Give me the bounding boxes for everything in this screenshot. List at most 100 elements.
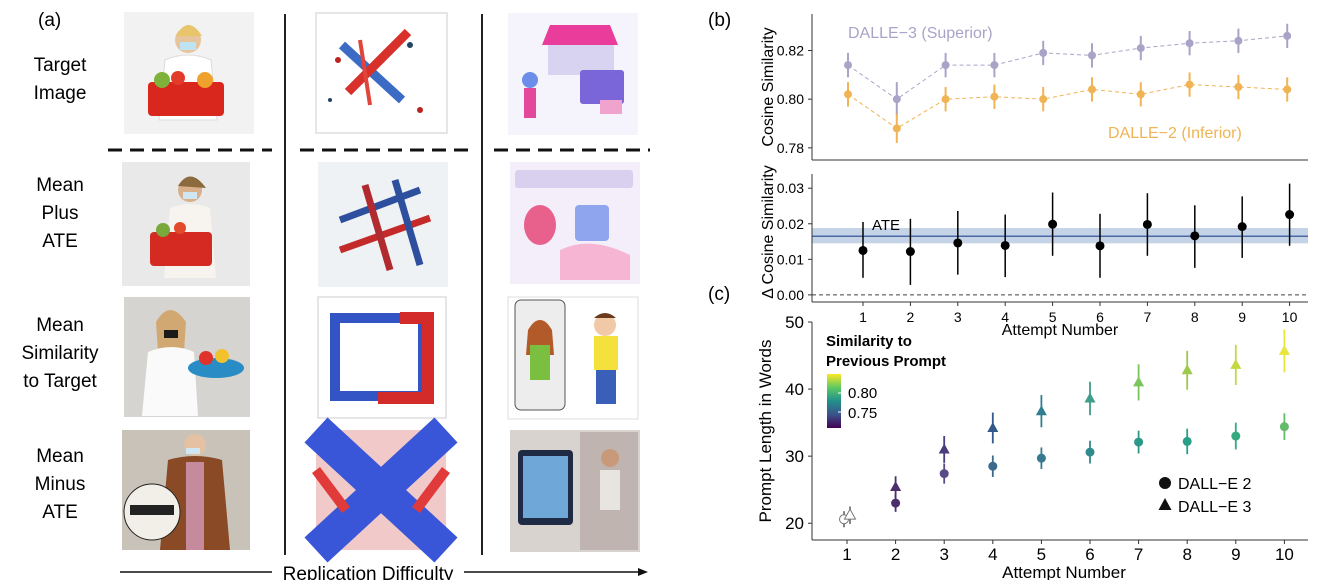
data-point: [1234, 36, 1243, 45]
y-tick-label: 20: [785, 514, 804, 533]
x-tick-label: 8: [1182, 545, 1191, 564]
row-label-line: Minus: [35, 474, 86, 495]
legend-label: DALL−E 2: [1178, 476, 1251, 493]
data-point: [1039, 95, 1048, 104]
data-point: [1035, 405, 1047, 416]
x-tick-label: 6: [1085, 545, 1094, 564]
y-axis-label: Cosine Similarity: [760, 27, 777, 146]
colorbar-tick-label: 0.80: [848, 385, 877, 402]
x-tick-label: 1: [842, 545, 851, 564]
image-target-paint-cross: [315, 12, 448, 134]
data-point: [988, 461, 998, 471]
data-point: [1283, 31, 1292, 40]
data-point: [1185, 39, 1194, 48]
image-plus-woman-basket: [122, 162, 250, 286]
row-label-line: Similarity: [21, 343, 99, 364]
x-tick-label: 5: [1037, 545, 1046, 564]
x-tick-label: 8: [1191, 309, 1199, 325]
x-axis-label: Attempt Number: [1002, 563, 1126, 580]
row-label-line: ATE: [42, 502, 78, 523]
data-point: [1185, 80, 1194, 89]
data-point: [1000, 240, 1010, 250]
image-similar-paint-frame: [317, 296, 447, 419]
x-tick-label: 1: [859, 309, 867, 325]
data-point: [941, 61, 950, 70]
data-point: [1134, 437, 1144, 447]
x-tick-label: 2: [907, 309, 915, 325]
data-point: [1285, 210, 1295, 220]
data-point: [890, 481, 902, 492]
row-label-line: Plus: [42, 203, 79, 224]
x-tick-label: 5: [1049, 309, 1057, 325]
x-tick-label: 10: [1282, 309, 1298, 325]
x-axis-label: Attempt Number: [1002, 322, 1119, 339]
data-point: [990, 61, 999, 70]
y-axis-label: Δ Cosine Similarity: [760, 165, 777, 298]
y-tick-label: 0.01: [777, 251, 804, 267]
data-point: [1136, 90, 1145, 99]
data-point: [1088, 85, 1096, 94]
data-point: [1278, 344, 1290, 355]
y-tick-label: 40: [785, 380, 804, 399]
data-point: [1182, 436, 1192, 446]
x-tick-label: 7: [1134, 545, 1143, 564]
data-point: [939, 469, 949, 479]
colorbar-title: Previous Prompt: [826, 353, 946, 370]
image-target-woman-basket: [124, 12, 254, 134]
series-label-dalle3: DALLE−3 (Superior): [848, 25, 993, 42]
row-labels: Target Image Mean Plus ATE Mean Similarity to T…: [21, 55, 99, 523]
series-label-dalle2: DALLE−2 (Inferior): [1108, 125, 1242, 142]
panel-c: 20 30 40 50 1 2 3 4 5 6 7 8 9 10 Attempt Number Prompt …: [756, 313, 1308, 580]
row-label-line: Image: [34, 83, 87, 104]
image-similar-woman-fruit: [124, 297, 250, 417]
data-point: [953, 238, 963, 248]
x-tick-label: 9: [1231, 545, 1240, 564]
data-point: [987, 421, 999, 432]
y-tick-label: 0.78: [777, 140, 804, 156]
colorbar-title: Similarity to: [826, 333, 912, 350]
series-line: [847, 84, 1288, 129]
data-point: [1036, 453, 1046, 463]
data-point: [1231, 431, 1241, 441]
y-tick-label: 0.00: [777, 287, 804, 303]
x-tick-label: 7: [1144, 309, 1152, 325]
x-tick-label: 3: [954, 309, 962, 325]
data-point: [1048, 219, 1058, 229]
panel-a-label: (a): [38, 10, 61, 31]
image-plus-paint-hash: [318, 162, 448, 287]
data-point: [938, 443, 950, 454]
panel-b-label: (b): [708, 10, 731, 31]
y-tick-label: 30: [785, 447, 804, 466]
x-tick-label: 2: [891, 545, 900, 564]
data-point: [1234, 83, 1243, 91]
legend-label: DALL−E 3: [1178, 499, 1251, 516]
y-tick-label: 0.82: [777, 43, 804, 59]
data-point: [891, 498, 901, 508]
x-tick-label: 10: [1275, 545, 1294, 564]
data-point: [1190, 231, 1200, 241]
data-point: [905, 247, 915, 257]
panel-c-label: (c): [708, 284, 730, 305]
image-minus-woman-jacket: [122, 430, 250, 550]
data-point: [1088, 51, 1096, 60]
data-point: [858, 245, 868, 255]
row-label-line: Mean: [36, 446, 84, 467]
y-tick-label: 0.02: [777, 216, 804, 232]
y-tick-label: 0.03: [777, 180, 804, 196]
colorbar: [827, 374, 841, 428]
data-point: [892, 95, 901, 104]
image-minus-paint-x: [304, 417, 458, 563]
panel-a: (a) Target Image Mean Plus ATE Mean Similarity…: [21, 10, 650, 580]
y-tick-label: 50: [785, 313, 804, 332]
x-tick-label: 4: [988, 545, 997, 564]
x-tick-label: 6: [1096, 309, 1104, 325]
arrow-head-icon: [638, 568, 648, 576]
x-tick-label: 4: [1001, 309, 1009, 325]
data-point: [1279, 422, 1289, 432]
data-point: [1237, 222, 1247, 232]
data-point: [1039, 48, 1048, 57]
x-tick-label: 9: [1238, 309, 1246, 325]
y-tick-label: 0.80: [777, 91, 804, 107]
row-label-line: Mean: [36, 175, 84, 196]
